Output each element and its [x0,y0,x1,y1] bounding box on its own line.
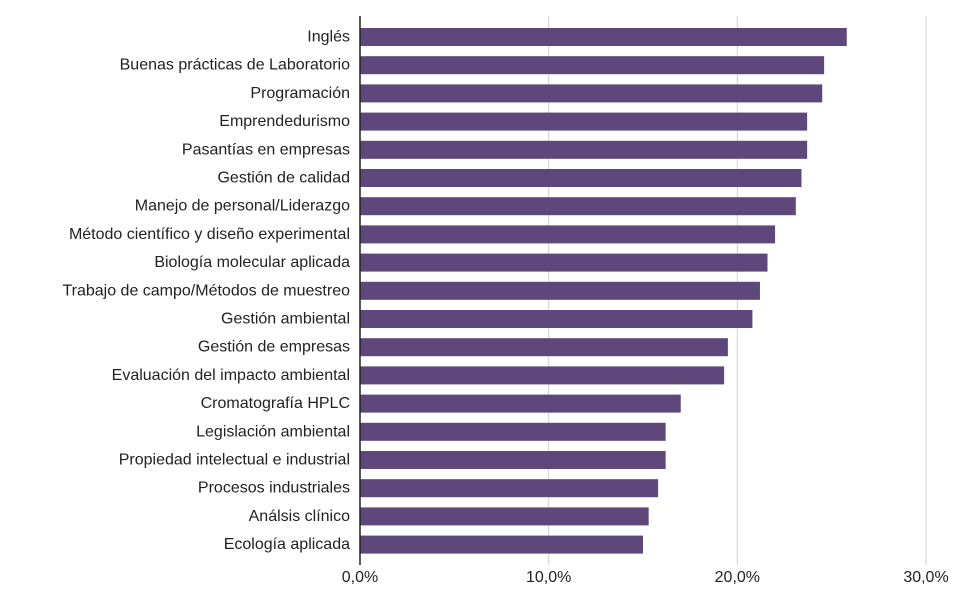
bar-1 [360,28,847,46]
bar-18 [360,507,649,526]
category-label-18: Análsis clínico [249,508,350,525]
bar-12 [360,338,728,357]
x-tick-label-0: 0,0% [342,569,378,586]
category-label-2: Buenas prácticas de Laboratorio [120,57,350,74]
bar-17 [360,479,659,498]
bar-15 [360,422,666,441]
bar-6 [360,169,802,187]
category-label-14: Cromatografía HPLC [201,395,350,412]
bar-9 [360,253,768,272]
category-label-8: Método científico y diseño experimental [69,226,350,243]
category-label-11: Gestión ambiental [221,311,350,328]
category-label-13: Evaluación del impacto ambiental [112,367,350,384]
bar-19 [360,535,643,554]
bar-10 [360,281,760,300]
bar-13 [360,366,725,385]
bar-5 [360,140,808,159]
category-label-9: Biología molecular aplicada [154,254,350,271]
bar-3 [360,84,823,103]
bar-4 [360,112,808,131]
category-label-15: Legislación ambiental [196,423,350,440]
bar-14 [360,394,681,413]
bar-2 [360,56,825,75]
category-label-7: Manejo de personal/Liderazgo [135,198,350,215]
category-label-6: Gestión de calidad [217,170,350,187]
category-label-5: Pasantías en empresas [182,141,350,158]
category-label-17: Procesos industriales [198,480,350,497]
bar-11 [360,310,753,328]
category-label-3: Programación [250,85,350,102]
x-tick-label-3: 30,0% [903,569,948,586]
bar-7 [360,197,796,216]
x-tick-label-2: 20,0% [715,569,760,586]
category-label-10: Trabajo de campo/Métodos de muestreo [62,282,350,299]
category-label-4: Emprendedurismo [219,113,350,130]
x-tick-label-1: 10,0% [526,569,571,586]
category-label-19: Ecología aplicada [224,536,350,553]
category-label-16: Propiedad intelectual e industrial [119,452,350,469]
category-label-12: Gestión de empresas [198,339,350,356]
bar-16 [360,451,666,469]
bar-8 [360,225,776,244]
category-label-1: Inglés [307,29,350,46]
